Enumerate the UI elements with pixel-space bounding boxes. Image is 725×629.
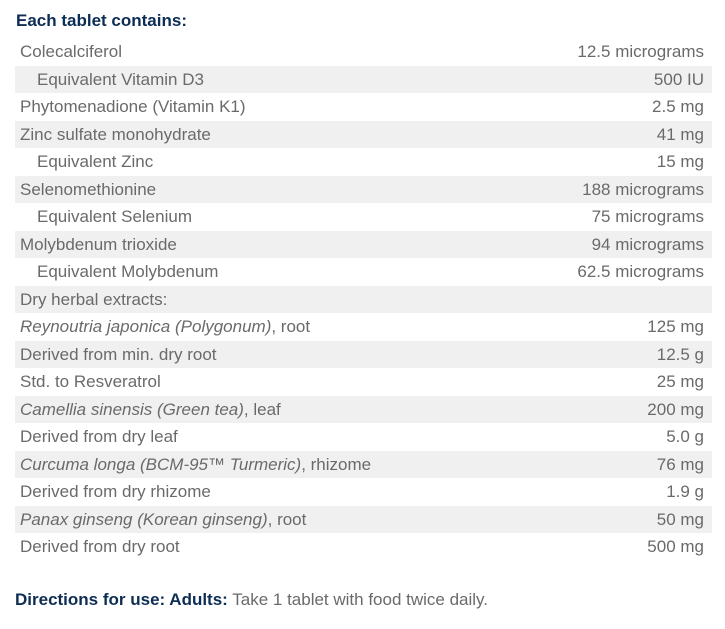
- ingredient-name-part: , rhizome: [301, 454, 372, 474]
- table-row: Zinc sulfate monohydrate 41 mg: [15, 120, 712, 149]
- ingredient-name: Panax ginseng (Korean ginseng), root: [20, 506, 306, 534]
- table-row: Colecalciferol 12.5 micrograms: [15, 38, 712, 66]
- table-row: Derived from min. dry root 12.5 g: [15, 340, 712, 369]
- ingredient-name-part: Selenomethionine: [20, 179, 157, 199]
- ingredient-name: Zinc sulfate monohydrate: [20, 121, 211, 149]
- table-row: Equivalent Molybdenum 62.5 micrograms: [15, 258, 712, 286]
- table-row: Reynoutria japonica (Polygonum), root 125…: [15, 313, 712, 341]
- ingredient-name: Derived from min. dry root: [20, 341, 217, 369]
- ingredient-name-part: , root: [267, 509, 307, 529]
- ingredient-amount: 125 mg: [647, 317, 704, 336]
- ingredients-section: Each tablet contains: Colecalciferol 12.5…: [15, 8, 712, 561]
- ingredient-amount: 2.5 mg: [652, 97, 704, 116]
- ingredient-amount: 500 IU: [653, 69, 704, 89]
- ingredient-name: Colecalciferol: [20, 38, 122, 66]
- ingredient-amount: 41 mg: [656, 124, 704, 144]
- ingredient-name-part: Dry herbal extracts:: [20, 289, 168, 309]
- ingredient-name: Equivalent Selenium: [20, 203, 192, 231]
- table-row: Derived from dry rhizome 1.9 g: [15, 478, 712, 506]
- ingredient-amount: 12.5 micrograms: [577, 42, 704, 61]
- ingredient-amount: 94 micrograms: [591, 234, 704, 254]
- ingredient-name: Molybdenum trioxide: [20, 231, 177, 259]
- ingredient-name: Equivalent Vitamin D3: [20, 66, 204, 94]
- table-row: Selenomethionine 188 micrograms: [15, 175, 712, 204]
- directions-label: Directions for use: Adults:: [15, 590, 228, 609]
- ingredient-amount: 25 mg: [656, 372, 704, 391]
- table-row: Panax ginseng (Korean ginseng), root 50 m…: [15, 505, 712, 534]
- table-row: Derived from dry root 500 mg: [15, 533, 712, 561]
- ingredient-name-part: Std. to Resveratrol: [20, 372, 161, 391]
- ingredient-amount: 62.5 micrograms: [577, 262, 704, 281]
- ingredient-name-part: Reynoutria japonica (Polygonum): [20, 317, 272, 336]
- directions: Directions for use: Adults: Take 1 table…: [15, 587, 488, 613]
- ingredient-amount: 75 micrograms: [591, 207, 704, 226]
- table-row: Molybdenum trioxide 94 micrograms: [15, 230, 712, 259]
- table-row: Dry herbal extracts:: [15, 285, 712, 314]
- ingredient-name-part: Equivalent Molybdenum: [37, 262, 219, 281]
- ingredient-amount: 500 mg: [647, 537, 704, 556]
- ingredient-name-part: , leaf: [243, 399, 281, 419]
- ingredient-name: Derived from dry rhizome: [20, 478, 211, 506]
- ingredient-name-part: Equivalent Zinc: [37, 152, 154, 171]
- ingredient-name-part: Colecalciferol: [20, 42, 123, 61]
- ingredient-amount: 15 mg: [656, 152, 704, 171]
- ingredient-name: Derived from dry leaf: [20, 423, 178, 451]
- ingredient-name-part: , root: [271, 317, 311, 336]
- ingredient-name-part: Derived from min. dry root: [20, 344, 217, 364]
- ingredient-amount: 76 mg: [656, 454, 704, 474]
- ingredient-amount: 200 mg: [647, 399, 704, 419]
- ingredient-name-part: Derived from dry rhizome: [20, 482, 211, 501]
- table-row: Equivalent Selenium 75 micrograms: [15, 203, 712, 231]
- ingredient-name: Camellia sinensis (Green tea), leaf: [20, 396, 281, 424]
- ingredient-amount: 188 micrograms: [582, 179, 704, 199]
- table-row: Derived from dry leaf 5.0 g: [15, 423, 712, 451]
- ingredient-name: Curcuma longa (BCM-95™ Turmeric), rhizom…: [20, 451, 371, 479]
- ingredient-name-part: Zinc sulfate monohydrate: [20, 124, 211, 144]
- ingredient-name: Derived from dry root: [20, 533, 180, 561]
- section-heading: Each tablet contains:: [16, 11, 187, 30]
- ingredient-name-part: Molybdenum trioxide: [20, 234, 177, 254]
- ingredient-name: Reynoutria japonica (Polygonum), root: [20, 313, 310, 341]
- ingredient-name-part: Equivalent Vitamin D3: [37, 69, 204, 89]
- ingredient-name: Selenomethionine: [20, 176, 156, 204]
- ingredient-name: Dry herbal extracts:: [20, 286, 167, 314]
- ingredients-table: Colecalciferol 12.5 micrograms Equivalent …: [15, 38, 712, 561]
- table-row: Phytomenadione (Vitamin K1) 2.5 mg: [15, 93, 712, 121]
- table-row: Camellia sinensis (Green tea), leaf 200 m…: [15, 395, 712, 424]
- ingredient-amount: 12.5 g: [656, 344, 704, 364]
- ingredient-name-part: Panax ginseng (Korean ginseng): [20, 509, 268, 529]
- ingredient-name: Equivalent Molybdenum: [20, 258, 218, 286]
- table-row: Std. to Resveratrol 25 mg: [15, 368, 712, 396]
- ingredient-name-part: Curcuma longa (BCM-95™ Turmeric): [20, 454, 302, 474]
- ingredient-name-part: Phytomenadione (Vitamin K1): [20, 97, 246, 116]
- table-row: Curcuma longa (BCM-95™ Turmeric), rhizom…: [15, 450, 712, 479]
- ingredient-name: Phytomenadione (Vitamin K1): [20, 93, 246, 121]
- table-row: Equivalent Zinc 15 mg: [15, 148, 712, 176]
- ingredient-name-part: Derived from dry root: [20, 537, 180, 556]
- ingredient-name: Std. to Resveratrol: [20, 368, 161, 396]
- ingredient-amount: 5.0 g: [666, 427, 704, 446]
- ingredient-name: Equivalent Zinc: [20, 148, 153, 176]
- ingredient-name-part: Equivalent Selenium: [37, 207, 192, 226]
- directions-text: Take 1 tablet with food twice daily.: [227, 590, 489, 609]
- table-row: Equivalent Vitamin D3 500 IU: [15, 65, 712, 94]
- ingredient-name-part: Camellia sinensis (Green tea): [20, 399, 244, 419]
- ingredient-amount: 50 mg: [656, 509, 704, 529]
- ingredient-name-part: Derived from dry leaf: [20, 427, 178, 446]
- ingredient-amount: 1.9 g: [666, 482, 704, 501]
